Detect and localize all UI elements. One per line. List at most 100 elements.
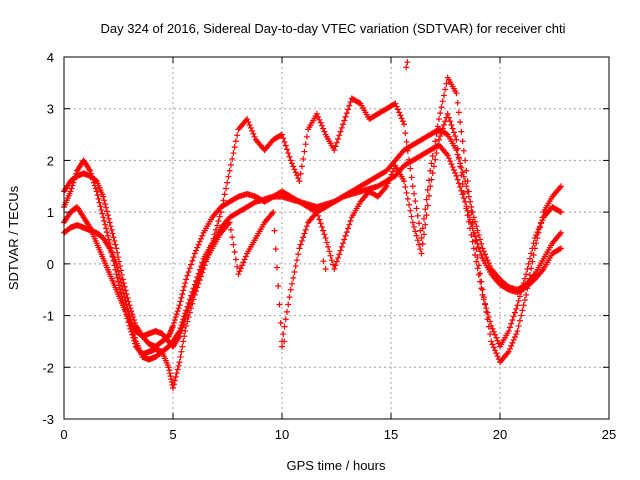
data-point xyxy=(117,267,124,274)
data-point xyxy=(287,286,294,293)
data-point xyxy=(459,138,466,145)
data-point xyxy=(423,212,430,219)
data-point xyxy=(336,251,343,258)
data-point xyxy=(275,283,282,290)
data-point xyxy=(174,366,181,373)
data-point xyxy=(386,177,393,184)
data-point xyxy=(292,169,299,176)
data-point xyxy=(402,184,409,191)
data-point xyxy=(531,235,538,241)
data-point xyxy=(459,169,466,176)
data-point xyxy=(216,213,223,220)
data-point xyxy=(401,178,408,185)
data-point xyxy=(171,377,178,384)
data-point xyxy=(340,121,347,128)
data-point xyxy=(99,210,106,217)
data-point xyxy=(448,161,455,168)
data-point xyxy=(214,222,221,229)
data-point xyxy=(300,155,307,162)
data-point xyxy=(443,80,450,87)
data-point xyxy=(453,90,460,97)
data-point xyxy=(465,218,472,225)
data-point xyxy=(221,191,228,198)
data-point xyxy=(191,286,198,293)
data-point xyxy=(432,156,439,163)
data-point xyxy=(458,172,465,179)
data-point xyxy=(384,180,391,187)
data-point xyxy=(418,235,425,241)
data-point xyxy=(427,183,434,190)
data-point xyxy=(271,227,278,234)
data-point xyxy=(483,254,490,261)
chart-title: Day 324 of 2016, Sidereal Day-to-day VTE… xyxy=(100,21,565,36)
data-point xyxy=(111,237,118,244)
x-tick-label: 20 xyxy=(493,427,507,442)
data-point xyxy=(529,245,536,252)
data-point xyxy=(448,121,455,128)
data-point xyxy=(388,171,395,178)
data-point xyxy=(449,125,456,132)
data-point xyxy=(434,123,441,130)
data-point xyxy=(117,285,124,292)
data-point xyxy=(103,208,110,215)
data-point xyxy=(525,260,532,267)
data-point xyxy=(328,257,335,264)
data-point xyxy=(103,204,110,211)
data-point xyxy=(113,271,120,278)
data-point xyxy=(185,268,192,275)
data-point xyxy=(320,125,327,132)
data-point xyxy=(509,339,516,346)
data-point xyxy=(335,136,342,143)
data-point xyxy=(103,225,110,232)
data-point xyxy=(556,208,563,215)
data-point xyxy=(519,284,526,291)
data-point xyxy=(316,116,323,123)
data-point xyxy=(488,322,495,329)
data-point xyxy=(455,154,462,161)
data-point xyxy=(274,264,281,271)
data-point xyxy=(463,167,470,174)
data-point xyxy=(409,183,416,190)
data-point xyxy=(433,150,440,157)
data-point xyxy=(402,130,409,137)
data-point xyxy=(88,170,95,177)
data-point xyxy=(506,324,513,331)
data-point xyxy=(303,223,310,230)
y-tick-label: 2 xyxy=(47,153,54,168)
data-point xyxy=(250,130,257,137)
data-point xyxy=(513,331,520,338)
data-point xyxy=(249,127,256,134)
data-point xyxy=(450,167,457,174)
data-point xyxy=(101,218,108,225)
data-point xyxy=(406,156,413,163)
data-point xyxy=(182,315,189,322)
data-point xyxy=(107,223,114,230)
data-point xyxy=(67,188,74,195)
data-point xyxy=(317,119,324,126)
data-point xyxy=(296,178,303,185)
data-point xyxy=(230,150,237,157)
data-point xyxy=(173,311,180,318)
data-point xyxy=(326,248,333,255)
data-point xyxy=(110,234,117,241)
data-point xyxy=(523,271,530,278)
data-point xyxy=(300,234,307,241)
data-point xyxy=(198,268,205,275)
data-point xyxy=(189,257,196,264)
data-point xyxy=(184,272,191,279)
data-point xyxy=(331,266,338,273)
data-point xyxy=(459,191,466,198)
data-point xyxy=(408,213,415,220)
data-point xyxy=(231,249,238,256)
data-point xyxy=(414,237,421,244)
data-point xyxy=(412,228,419,235)
data-point xyxy=(343,229,350,236)
data-point xyxy=(321,231,328,238)
data-point xyxy=(190,254,197,261)
data-point xyxy=(113,245,120,252)
data-point xyxy=(442,86,449,93)
data-point xyxy=(105,236,112,243)
data-point xyxy=(106,219,113,226)
data-point xyxy=(403,189,410,196)
